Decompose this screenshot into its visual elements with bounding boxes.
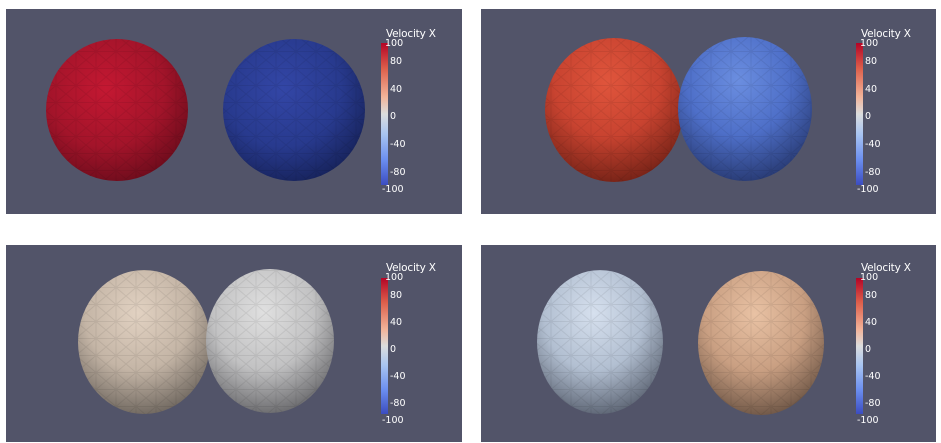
colorbar-title: Velocity X: [861, 262, 911, 274]
colorbar-tick: 40: [865, 317, 878, 328]
render-view-3[interactable]: Velocity X 100 80 40 0 -40 -80 -100: [6, 245, 462, 442]
colorbar-tick: 0: [390, 344, 397, 355]
colorbar-tick: -100: [382, 184, 404, 195]
colorbar-gradient: [381, 278, 388, 414]
colorbar-tick: 40: [390, 84, 403, 95]
colorbar-tick: -40: [390, 139, 406, 150]
colorbar-tick: 40: [865, 84, 878, 95]
left-sphere: [537, 270, 663, 414]
colorbar-tick: 100: [860, 272, 879, 283]
colorbar-tick: -40: [390, 371, 406, 382]
colorbar-tick: -80: [865, 167, 881, 178]
colorbar-tick: -100: [857, 415, 879, 426]
colorbar-tick: 0: [865, 111, 872, 122]
left-sphere: [46, 39, 188, 181]
colorbar-title: Velocity X: [861, 28, 911, 40]
render-view-1[interactable]: Velocity X 100 80 40 0 -40 -80 -100: [6, 9, 462, 214]
colorbar-tick: 80: [865, 56, 878, 67]
colorbar-tick: -100: [857, 184, 879, 195]
colorbar-gradient: [381, 43, 388, 185]
colorbar-tick: 100: [385, 272, 404, 283]
colorbar-tick: 100: [385, 38, 404, 49]
colorbar-tick: -40: [865, 371, 881, 382]
left-sphere: [545, 38, 683, 182]
colorbar-tick: -80: [390, 398, 406, 409]
right-sphere: [678, 37, 812, 181]
colorbar-tick: 80: [390, 56, 403, 67]
colorbar-tick: 100: [860, 38, 879, 49]
colorbar-gradient: [856, 43, 863, 185]
colorbar-tick: 80: [865, 290, 878, 301]
right-sphere: [698, 271, 824, 415]
colorbar-tick: -100: [382, 415, 404, 426]
colorbar-tick: 80: [390, 290, 403, 301]
colorbar-tick: -80: [865, 398, 881, 409]
colorbar-tick: 40: [390, 317, 403, 328]
colorbar-title: Velocity X: [386, 262, 436, 274]
colorbar-gradient: [856, 278, 863, 414]
colorbar-tick: -40: [865, 139, 881, 150]
right-sphere: [223, 39, 365, 181]
colorbar-tick: -80: [390, 167, 406, 178]
colorbar-title: Velocity X: [386, 28, 436, 40]
render-view-4[interactable]: Velocity X 100 80 40 0 -40 -80 -100: [481, 245, 936, 442]
left-sphere: [78, 270, 210, 414]
colorbar-tick: 0: [865, 344, 872, 355]
right-sphere: [206, 269, 334, 413]
colorbar-tick: 0: [390, 111, 397, 122]
render-view-2[interactable]: Velocity X 100 80 40 0 -40 -80 -100: [481, 9, 936, 214]
